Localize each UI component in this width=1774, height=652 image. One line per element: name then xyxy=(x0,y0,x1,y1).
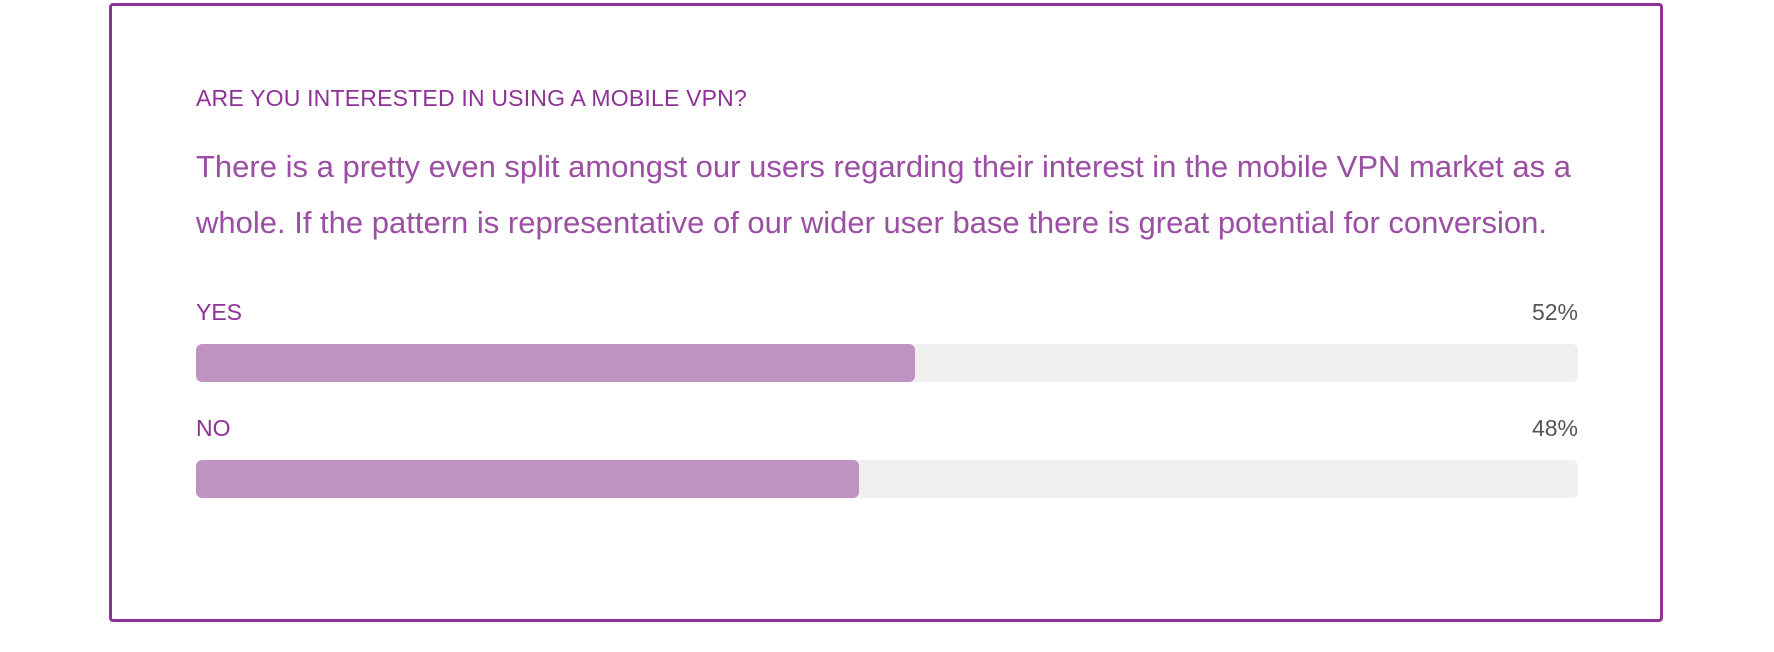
bar-fill-no xyxy=(196,460,860,498)
question-title: ARE YOU INTERESTED IN USING A MOBILE VPN… xyxy=(196,85,747,111)
bar-value-no: 48% xyxy=(1531,415,1578,441)
bar-fill-yes xyxy=(196,344,915,382)
bar-track-no xyxy=(196,460,1578,498)
result-summary: There is a pretty even split amongst our… xyxy=(196,149,1571,240)
bar-value-yes: 52% xyxy=(1531,299,1578,325)
bar-label-yes: YES xyxy=(196,299,243,325)
bar-track-yes xyxy=(196,344,1578,382)
survey-result-card xyxy=(109,3,1663,622)
bar-label-no: NO xyxy=(196,415,231,441)
